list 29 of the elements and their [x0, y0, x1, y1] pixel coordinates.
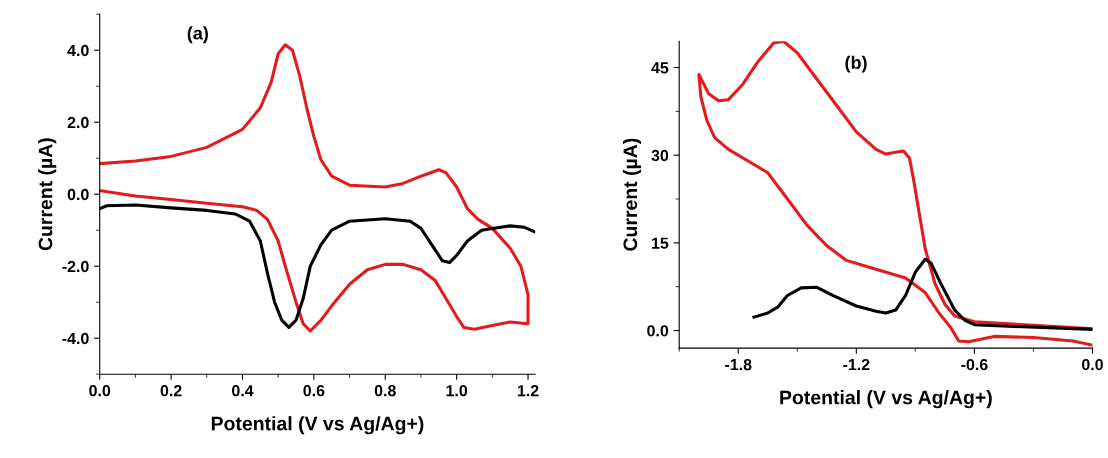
x-tick-label: 1.2 — [517, 385, 539, 397]
y-tick-label: 0.0 — [647, 325, 669, 337]
x-tick-label: 0.4 — [232, 385, 254, 397]
y-tick-label: -4.0 — [62, 332, 89, 345]
line-series — [752, 257, 1093, 331]
x-tick-label: 0.2 — [160, 385, 182, 397]
x-tick-label: 1.0 — [446, 385, 468, 397]
y-tick-label: 45 — [651, 62, 669, 74]
y-tick-label: 4.0 — [67, 44, 89, 57]
y-tick-label: 0.0 — [67, 188, 89, 201]
annotation: (b) — [845, 55, 867, 73]
y-axis-title: Current (µA) — [38, 138, 57, 251]
annotation: (a) — [187, 26, 208, 44]
x-tick-label: -1.8 — [725, 358, 752, 371]
line-series — [697, 41, 1093, 347]
x-axis-title: Potential (V vs Ag/Ag+) — [780, 390, 992, 409]
y-tick-label: 2.0 — [67, 116, 89, 129]
x-tick-label: -1.2 — [843, 358, 870, 371]
y-tick-label: -2.0 — [62, 260, 89, 273]
x-tick-label: 0.6 — [303, 385, 325, 397]
x-tick-label: 0.0 — [89, 385, 111, 397]
y-axis-title: Current (µA) — [622, 138, 642, 251]
x-tick-label: 0.0 — [1082, 358, 1103, 371]
y-tick-label: 30 — [651, 149, 669, 162]
x-tick-label: 0.8 — [374, 385, 396, 397]
y-tick-label: 15 — [652, 237, 669, 249]
x-axis-title: Potential (V vs Ag/Ag+) — [211, 416, 424, 435]
line-series — [99, 43, 530, 333]
x-tick-label: -0.6 — [961, 358, 988, 371]
